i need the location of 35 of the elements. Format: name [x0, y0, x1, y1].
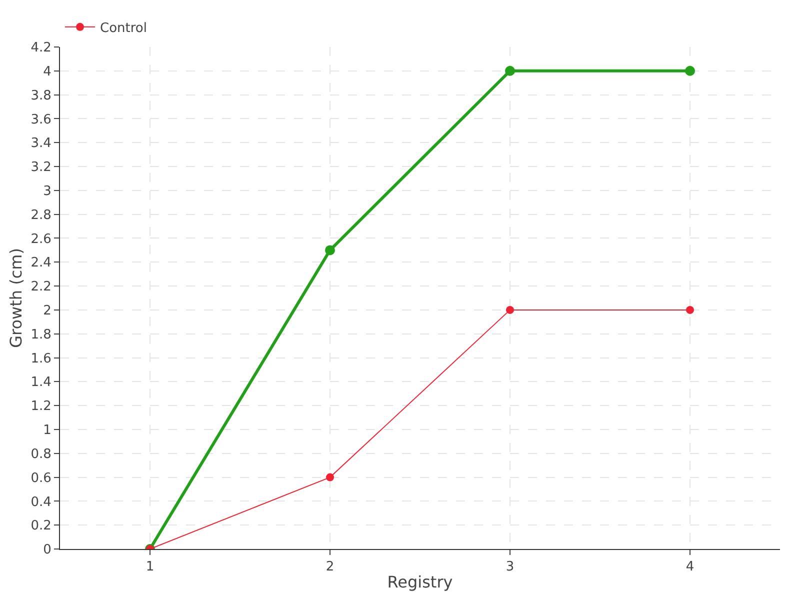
y-tick-label: 3.4	[30, 136, 52, 152]
y-tick-label: 4.2	[30, 40, 52, 56]
point	[686, 306, 694, 314]
y-tick-label: 1.8	[30, 327, 52, 342]
point	[325, 245, 335, 256]
y-tick-label: 2.8	[30, 208, 52, 223]
y-tick-label: 4	[43, 64, 52, 80]
y-tick-label: 2.2	[30, 280, 52, 295]
x-tick-label: 3	[506, 560, 514, 575]
y-tick-label: 2	[43, 304, 52, 318]
point	[326, 473, 334, 482]
y-tick-label: 1.6	[30, 351, 52, 366]
y-tick-label: 0.4	[30, 494, 52, 510]
y-tick-label: 0.8	[30, 446, 52, 462]
point	[685, 66, 695, 76]
y-tick-label: 2.6	[30, 232, 52, 247]
point	[506, 306, 514, 314]
y-tick-label: 0.2	[30, 518, 52, 534]
y-tick-label: 1	[43, 423, 52, 438]
x-axis-title: Registry	[387, 572, 453, 592]
y-tick-label: 3	[43, 184, 52, 199]
y-tick-label: 1.2	[30, 399, 52, 414]
x-tick-label: 2	[326, 560, 334, 575]
y-tick-label: 3.2	[30, 160, 52, 176]
legend-label: Control	[100, 21, 147, 36]
x-tick-label: 4	[686, 560, 694, 575]
point	[505, 66, 515, 76]
y-tick-label: 3.6	[30, 112, 52, 128]
y-tick-label: 0	[43, 542, 52, 558]
x-tick-label: 1	[146, 560, 154, 575]
y-tick-label: 3.8	[30, 88, 52, 104]
y-tick-label: 2.4	[30, 256, 52, 271]
y-axis-title: Growth (cm)	[6, 248, 26, 348]
y-tick-label: 0.6	[30, 470, 52, 486]
y-tick-label: 1.4	[30, 375, 52, 390]
